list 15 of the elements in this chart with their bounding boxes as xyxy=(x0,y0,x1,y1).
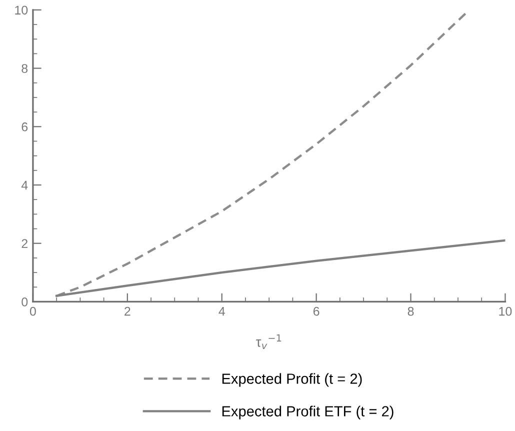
x-tick-label: 8 xyxy=(408,306,414,316)
x-tick-label: 10 xyxy=(499,306,512,316)
legend-label: Expected Profit ETF (t = 2) xyxy=(222,406,394,420)
y-tick-label: 8 xyxy=(22,64,28,73)
y-tick-label: 10 xyxy=(15,6,28,15)
x-tick-label: 0 xyxy=(30,306,36,316)
y-tick-label: 6 xyxy=(22,122,28,132)
y-tick-label: 4 xyxy=(21,180,28,190)
y-tick-label: 2 xyxy=(22,239,28,248)
y-tick-label: 0 xyxy=(22,298,28,306)
x-tick-label: 2 xyxy=(124,306,130,316)
x-tick-label: 4 xyxy=(218,307,225,316)
x-axis-title: τ$_{v}$$^{−1}$ xyxy=(256,334,282,350)
legend-label: Expected Profit (t = 2) xyxy=(222,373,362,387)
x-tick-label: 6 xyxy=(313,306,320,316)
